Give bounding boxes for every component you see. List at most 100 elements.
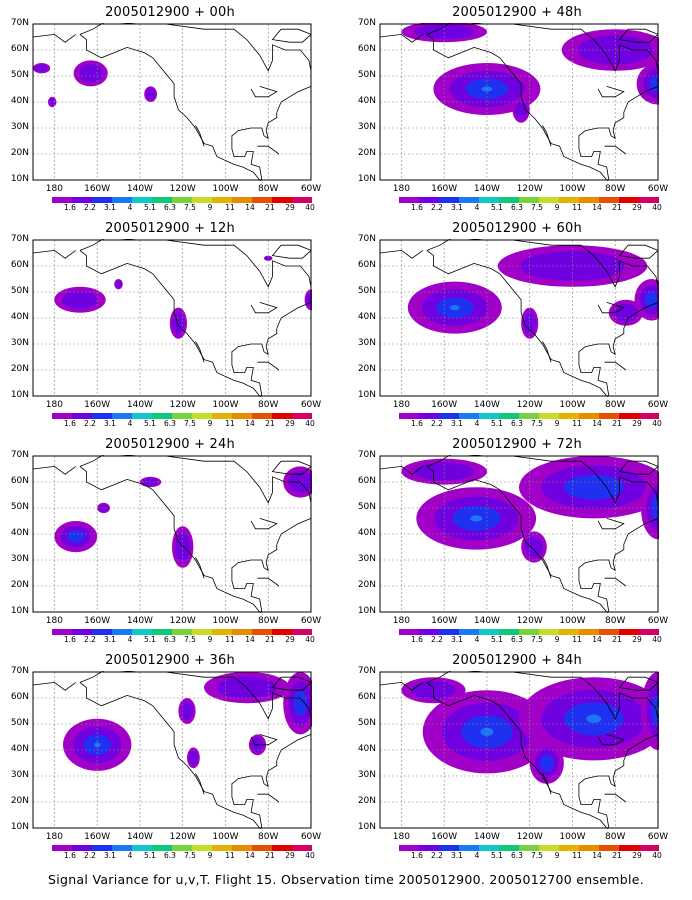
colorbar-label: 5.1	[144, 851, 156, 860]
colorbar-swatch	[152, 413, 172, 419]
colorbar-swatch	[132, 845, 152, 851]
colorbar-swatch	[439, 413, 459, 419]
latitude-label: 50N	[10, 718, 29, 728]
latitude-label: 70N	[357, 450, 376, 460]
coastline	[231, 86, 312, 181]
colorbar-swatch	[479, 629, 499, 635]
colorbar-swatch	[212, 413, 232, 419]
longitude-label: 100W	[212, 184, 239, 194]
colorbar-swatch	[399, 197, 419, 203]
longitude-label: 120W	[516, 184, 543, 194]
latitude-label: 30N	[10, 770, 29, 780]
colorbar-swatch	[172, 197, 192, 203]
colorbar-swatch	[459, 845, 479, 851]
colorbar-label: 29	[285, 419, 295, 428]
colorbar-label: 7.5	[531, 203, 543, 212]
map-plot	[379, 455, 659, 613]
colorbar-swatch	[72, 197, 92, 203]
coastline	[250, 734, 278, 746]
colorbar-swatch	[52, 845, 72, 851]
colorbar-label: 6.3	[164, 851, 176, 860]
variance-shading	[525, 536, 543, 558]
longitude-label: 100W	[212, 400, 239, 410]
longitude-label: 80W	[605, 616, 626, 626]
longitude-label: 100W	[559, 832, 586, 842]
colorbar-label: 11	[225, 635, 235, 644]
colorbar-swatch	[92, 197, 112, 203]
coastline	[604, 577, 627, 587]
map-panel: 2005012900 + 36h 70N 60N 50N 40N 30N 20N 10N 180…	[0, 653, 330, 868]
longitude-label: 180	[45, 400, 63, 410]
variance-shading	[414, 462, 475, 481]
longitude-label: 160W	[431, 616, 458, 626]
colorbar-label: 4	[127, 635, 133, 644]
colorbar-swatch	[272, 845, 292, 851]
latitude-label: 20N	[10, 364, 29, 374]
latitude-label: 60N	[357, 260, 376, 270]
colorbar-label: 6.3	[164, 419, 176, 428]
colorbar-swatch	[192, 197, 212, 203]
colorbar-swatch	[599, 413, 619, 419]
coastline	[257, 577, 280, 587]
colorbar-swatch	[399, 629, 419, 635]
colorbar-label: 6.3	[511, 419, 523, 428]
coastline	[250, 86, 278, 98]
colorbar-swatch	[112, 845, 132, 851]
colorbar-swatch	[112, 413, 132, 419]
colorbar-swatch	[132, 197, 152, 203]
colorbar-swatch	[519, 197, 539, 203]
colorbar-label: 29	[285, 203, 295, 212]
coastline	[257, 145, 280, 155]
colorbar-swatch	[112, 629, 132, 635]
longitude-label: 80W	[605, 832, 626, 842]
map-plot	[32, 239, 312, 397]
colorbar-swatch	[579, 413, 599, 419]
longitude-label: 160W	[431, 184, 458, 194]
coastline	[271, 244, 312, 259]
latitude-label: 20N	[357, 796, 376, 806]
colorbar-label: 1.6	[64, 635, 76, 644]
variance-shading	[470, 515, 483, 522]
latitude-label: 70N	[10, 234, 29, 244]
coastline	[618, 676, 659, 691]
colorbar-swatch	[52, 197, 72, 203]
colorbar-swatch	[132, 413, 152, 419]
colorbar-swatch	[499, 413, 519, 419]
longitude-label: 60W	[647, 184, 669, 194]
colorbar-label: 9	[207, 419, 213, 428]
longitude-label: 120W	[516, 832, 543, 842]
coastline	[379, 681, 424, 691]
variance-shading	[175, 532, 191, 562]
colorbar-label: 14	[592, 203, 602, 212]
longitude-label: 60W	[647, 832, 669, 842]
latitude-label: 70N	[357, 666, 376, 676]
map-plot	[379, 239, 659, 397]
colorbar-label: 2.2	[431, 635, 443, 644]
colorbar-swatch	[399, 845, 419, 851]
coastline	[32, 33, 77, 43]
colorbar-swatch	[599, 845, 619, 851]
coastline	[426, 671, 659, 720]
latitude-label: 10N	[357, 606, 376, 616]
colorbar-label: 1.6	[411, 851, 423, 860]
variance-shading	[293, 690, 308, 716]
colorbar-swatch	[419, 197, 439, 203]
colorbar-label: 21	[612, 419, 622, 428]
coastline	[257, 361, 280, 371]
colorbar-swatch	[152, 845, 172, 851]
latitude-label: 10N	[357, 390, 376, 400]
latitude-label: 70N	[357, 18, 376, 28]
colorbar-swatch	[539, 413, 559, 419]
variance-shading	[540, 754, 554, 772]
colorbar-swatch	[579, 197, 599, 203]
colorbar-label: 3.1	[451, 635, 463, 644]
colorbar-swatch	[639, 197, 659, 203]
panel-title: 2005012900 + 84h	[452, 653, 582, 668]
colorbar-label: 4	[474, 203, 480, 212]
colorbar-swatch	[72, 629, 92, 635]
variance-shading	[62, 290, 98, 309]
colorbar-swatch	[459, 413, 479, 419]
colorbar-label: 9	[554, 851, 560, 860]
map-frame	[32, 23, 312, 181]
